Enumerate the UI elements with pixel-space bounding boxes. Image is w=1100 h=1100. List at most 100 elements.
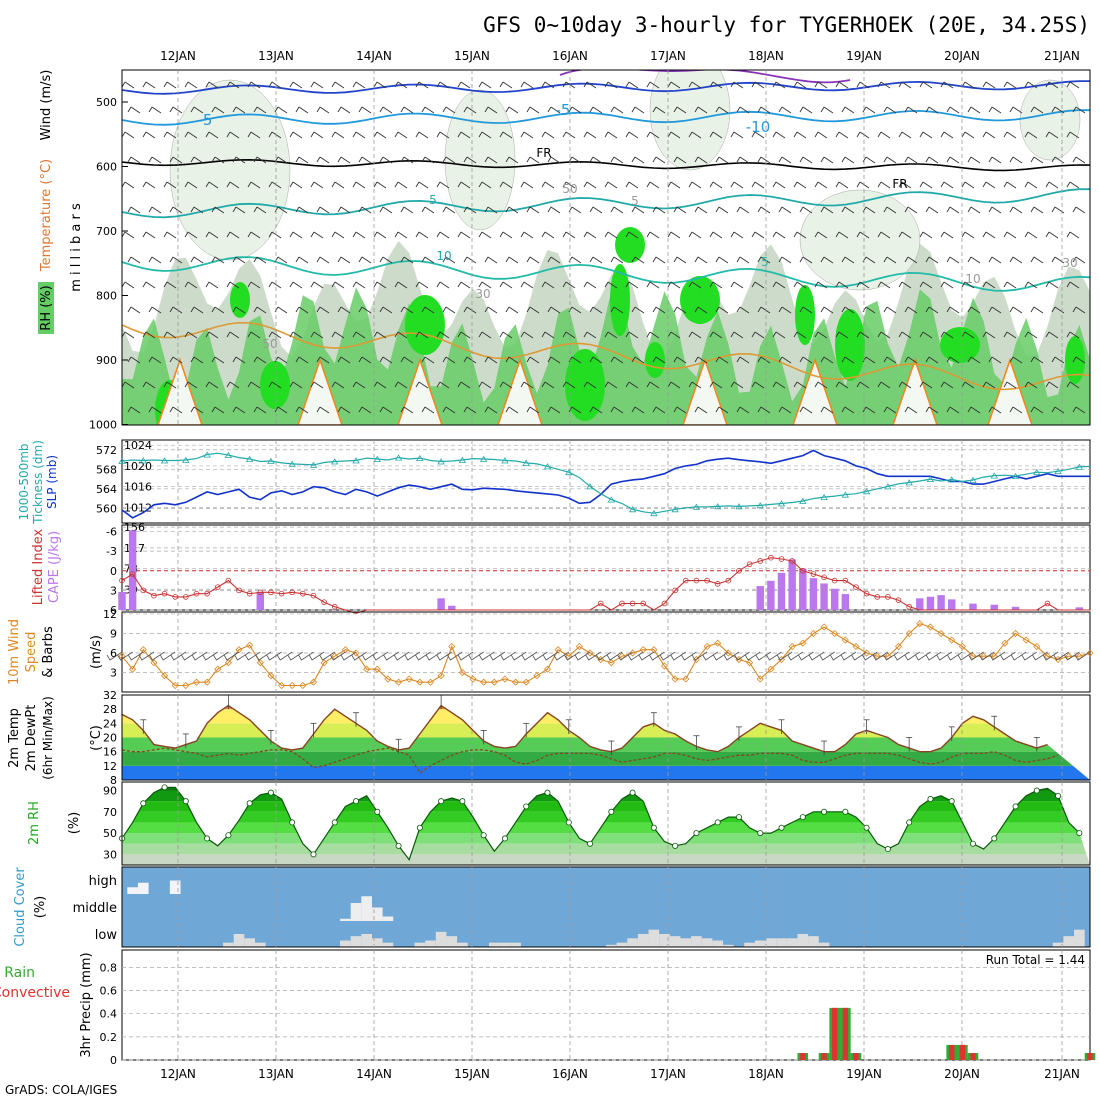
- rh-marker: [140, 800, 147, 807]
- wind-barb: [841, 206, 855, 214]
- cape-bar: [128, 530, 137, 610]
- rh-band: [122, 787, 1090, 791]
- surface-heating-spike: [987, 357, 1033, 425]
- cloud-bar: [414, 942, 426, 947]
- wind-speed-marker: [799, 639, 807, 647]
- wind-barb: [736, 206, 750, 214]
- y-tick-label: -3: [106, 545, 117, 558]
- thickness-marker: [267, 457, 275, 464]
- contour-label: 50: [262, 337, 277, 351]
- wind-barb: [877, 131, 891, 139]
- wind-speed-marker: [682, 675, 690, 683]
- wind-barb: [757, 306, 771, 314]
- wind-barb: [163, 181, 177, 189]
- wind-barb: [394, 331, 408, 339]
- wind-barb: [352, 381, 366, 389]
- lifted-index-marker: [183, 594, 189, 600]
- wind-barb: [617, 651, 633, 661]
- wind-barb: [814, 181, 828, 189]
- wind-barb: [589, 306, 603, 314]
- wind-barb: [883, 206, 897, 214]
- wind-barb: [982, 131, 996, 139]
- wind-barb: [1003, 331, 1017, 339]
- wind-barb: [730, 281, 744, 289]
- wind-barb: [298, 651, 314, 661]
- x-tick-top: 18JAN: [748, 49, 784, 63]
- panel-upper-air: -5-5-10FRFR55105503050103050060070080090…: [38, 69, 1091, 432]
- wind-barb: [1021, 651, 1038, 661]
- wind-barbs: [106, 651, 1091, 661]
- wind-barb: [604, 231, 618, 239]
- wind-barb: [205, 331, 219, 339]
- wind-speed-marker: [171, 681, 179, 690]
- rh-marker: [459, 798, 466, 805]
- wind-barb: [736, 256, 750, 264]
- temp-contour: [122, 188, 1090, 219]
- wind-barb: [589, 256, 603, 264]
- y-tick-label: 564: [96, 483, 117, 496]
- wind-barb: [163, 381, 177, 389]
- wind-barb: [841, 306, 855, 314]
- wind-barb: [631, 306, 645, 314]
- wind-barb: [127, 206, 141, 214]
- wind-speed-marker: [841, 636, 849, 644]
- rh-marker: [353, 798, 360, 805]
- wind-barb: [862, 256, 876, 264]
- cloud-bar: [606, 944, 617, 947]
- wind-barb: [841, 356, 855, 364]
- wind-barb: [463, 156, 477, 164]
- wind-barb: [484, 156, 498, 164]
- wind-barb: [757, 256, 771, 264]
- wind-barbs: [122, 81, 1086, 414]
- cloud-bar: [818, 942, 830, 947]
- wind-speed-marker: [352, 649, 360, 657]
- wind-barb: [1051, 356, 1065, 364]
- wind-barb: [585, 651, 601, 661]
- wind-barb: [709, 181, 723, 189]
- wind-barb: [694, 206, 708, 214]
- rh-marker: [246, 800, 253, 807]
- wind-barb: [694, 106, 708, 114]
- rh-band: [122, 801, 1090, 812]
- cloud-bar: [499, 942, 511, 947]
- wind-barb: [856, 381, 870, 389]
- thickness-marker: [309, 461, 318, 468]
- wind-barb: [169, 406, 183, 414]
- wind-barb: [946, 306, 960, 314]
- wind-barb: [547, 206, 561, 214]
- surface-heating-spike: [157, 357, 203, 425]
- wind-barb: [595, 651, 612, 661]
- wind-speed-marker: [448, 642, 456, 651]
- wind-speed-marker: [501, 675, 509, 683]
- wind-barb: [589, 406, 603, 414]
- cape-bar: [1075, 607, 1084, 610]
- wind-barb: [688, 131, 702, 139]
- y-tick-label: 0: [110, 565, 117, 578]
- wind-barb: [627, 651, 644, 661]
- wind-barb: [170, 651, 187, 661]
- panel-ylabel: (m/s): [89, 635, 104, 669]
- thickness-line: [121, 452, 1091, 514]
- wind-barb: [394, 231, 408, 239]
- wind-barb: [499, 281, 513, 289]
- wind-speed-marker: [139, 646, 147, 654]
- wind-barb: [715, 356, 729, 364]
- wind-barb: [862, 206, 876, 214]
- wind-barb: [799, 156, 813, 164]
- wind-barb: [148, 156, 162, 164]
- wind-barb: [436, 281, 450, 289]
- wind-barb: [190, 256, 204, 264]
- wind-barb: [274, 306, 288, 314]
- lifted-index-marker: [204, 590, 210, 597]
- wind-barb: [148, 256, 162, 264]
- wind-speed-marker: [512, 678, 520, 686]
- wind-barb: [755, 651, 772, 661]
- wind-barb: [404, 651, 421, 661]
- cloud-bar: [435, 931, 447, 947]
- wind-barb: [1024, 331, 1038, 339]
- wind-barb: [982, 81, 996, 89]
- wind-barb: [295, 206, 309, 214]
- wind-barb: [1066, 181, 1080, 189]
- cloud-bar: [371, 938, 383, 947]
- wind-barb: [1009, 106, 1023, 114]
